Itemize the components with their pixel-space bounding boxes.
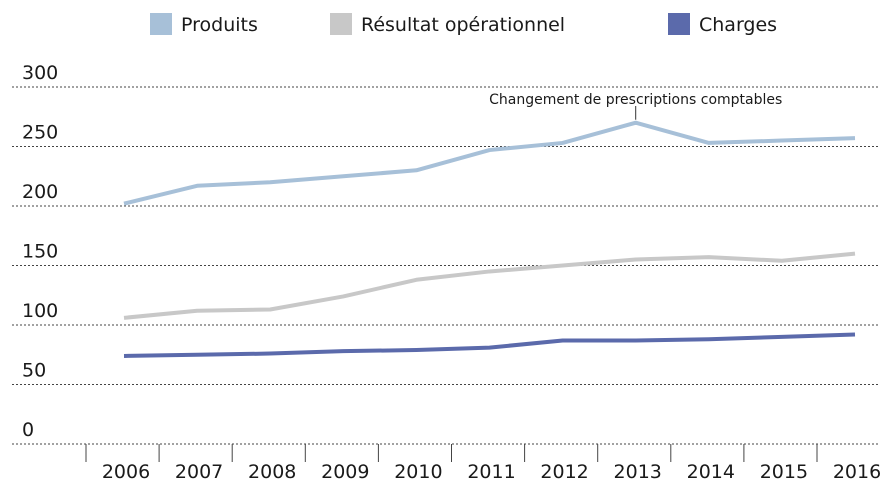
x-tick-label: 2011	[467, 461, 515, 483]
series-line	[123, 251, 856, 320]
y-tick-label: 0	[22, 419, 34, 441]
y-tick-label: 250	[22, 122, 58, 144]
x-tick-label: 2010	[394, 461, 442, 483]
annotation: Changement de prescriptions comptables	[489, 92, 782, 108]
x-tick-label: 2006	[102, 461, 150, 483]
legend-label: Charges	[699, 14, 777, 36]
x-tick-label: 2014	[687, 461, 735, 483]
x-tick-label: 2012	[540, 461, 588, 483]
x-tick-label: 2016	[833, 461, 881, 483]
y-tick-label: 150	[22, 241, 58, 263]
legend-swatch	[330, 13, 352, 35]
legend-swatch	[668, 13, 690, 35]
y-tick-label: 200	[22, 181, 58, 203]
x-tick-label: 2009	[321, 461, 369, 483]
x-tick-label: 2008	[248, 461, 296, 483]
legend-label: Produits	[181, 14, 258, 36]
x-tick-label: 2015	[760, 461, 808, 483]
y-tick-label: 100	[22, 300, 58, 322]
y-tick-label: 50	[22, 360, 46, 382]
x-tick-label: 2007	[175, 461, 223, 483]
series-line	[123, 120, 856, 206]
y-tick-label: 300	[22, 62, 58, 84]
legend-label: Résultat opérationnel	[361, 14, 565, 36]
legend-swatch	[150, 13, 172, 35]
series-line	[123, 332, 856, 358]
x-tick-label: 2013	[614, 461, 662, 483]
